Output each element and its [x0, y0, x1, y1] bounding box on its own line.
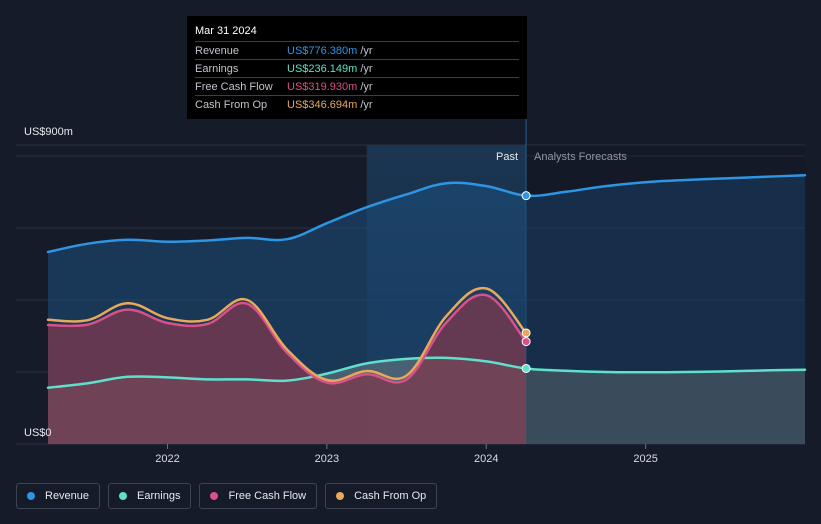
forecast-label: Analysts Forecasts: [534, 151, 627, 163]
data-point-marker: [521, 363, 531, 373]
past-label: Past: [496, 151, 518, 163]
legend-label: Free Cash Flow: [228, 490, 307, 502]
free-cash-flow-area: [48, 294, 527, 444]
tooltip-row-value: US$776.380m: [287, 44, 358, 57]
x-tick-label: 2023: [315, 453, 339, 465]
financial-chart: US$900m US$0 Past Analysts Forecasts 202…: [16, 18, 807, 465]
tooltip-row-name: Cash From Op: [195, 98, 268, 111]
legend-item-free-cash-flow[interactable]: Free Cash Flow: [199, 483, 318, 509]
tooltip-row-unit: /yr: [360, 98, 373, 111]
legend-label: Revenue: [45, 490, 90, 502]
legend-dot-icon: [336, 492, 345, 500]
tooltip-row-value: US$346.694m: [287, 98, 358, 111]
data-point-marker: [521, 328, 531, 338]
x-tick-label: 2024: [474, 453, 498, 465]
tooltip-row-cash-from-op: Cash From Op US$346.694m /yr: [195, 95, 519, 113]
data-point-marker: [521, 337, 531, 347]
tooltip-date: Mar 31 2024: [195, 25, 257, 37]
legend: Revenue Earnings Free Cash Flow Cash Fro…: [16, 483, 438, 509]
tooltip-row-name: Earnings: [195, 62, 239, 75]
legend-label: Cash From Op: [354, 490, 427, 502]
x-tick-label: 2022: [155, 453, 179, 465]
free-cash-flow-line: [46, 293, 528, 385]
legend-item-cash-from-op[interactable]: Cash From Op: [325, 483, 438, 509]
legend-item-earnings[interactable]: Earnings: [108, 483, 192, 509]
tooltip-row-free-cash-flow: Free Cash Flow US$319.930m /yr: [195, 77, 519, 95]
tooltip-row-unit: /yr: [360, 62, 373, 75]
legend-dot-icon: [27, 492, 35, 500]
y-axis-top-label: US$900m: [24, 126, 73, 138]
cash-from-op-line: [46, 286, 528, 383]
tooltip-row-value: US$236.149m: [287, 62, 358, 75]
legend-item-revenue[interactable]: Revenue: [16, 483, 101, 509]
legend-label: Earnings: [137, 490, 181, 502]
tooltip-row-earnings: Earnings US$236.149m /yr: [195, 59, 519, 77]
earnings-line: [46, 356, 807, 389]
legend-dot-icon: [210, 492, 219, 500]
revenue-line: [46, 173, 807, 254]
tooltip: Mar 31 2024 Revenue US$776.380m /yr Earn…: [187, 16, 527, 119]
x-tick-label: 2025: [633, 453, 657, 465]
y-axis-bottom-label: US$0: [24, 427, 52, 439]
tooltip-row-value: US$319.930m: [287, 80, 358, 93]
tooltip-row-unit: /yr: [360, 80, 373, 93]
legend-dot-icon: [119, 492, 128, 500]
tooltip-row-name: Free Cash Flow: [195, 80, 273, 93]
data-point-marker: [521, 191, 531, 201]
forecast-shade: [526, 145, 805, 444]
tooltip-row-revenue: Revenue US$776.380m /yr: [195, 41, 519, 59]
tooltip-row-unit: /yr: [360, 44, 373, 57]
tooltip-row-name: Revenue: [195, 44, 240, 57]
